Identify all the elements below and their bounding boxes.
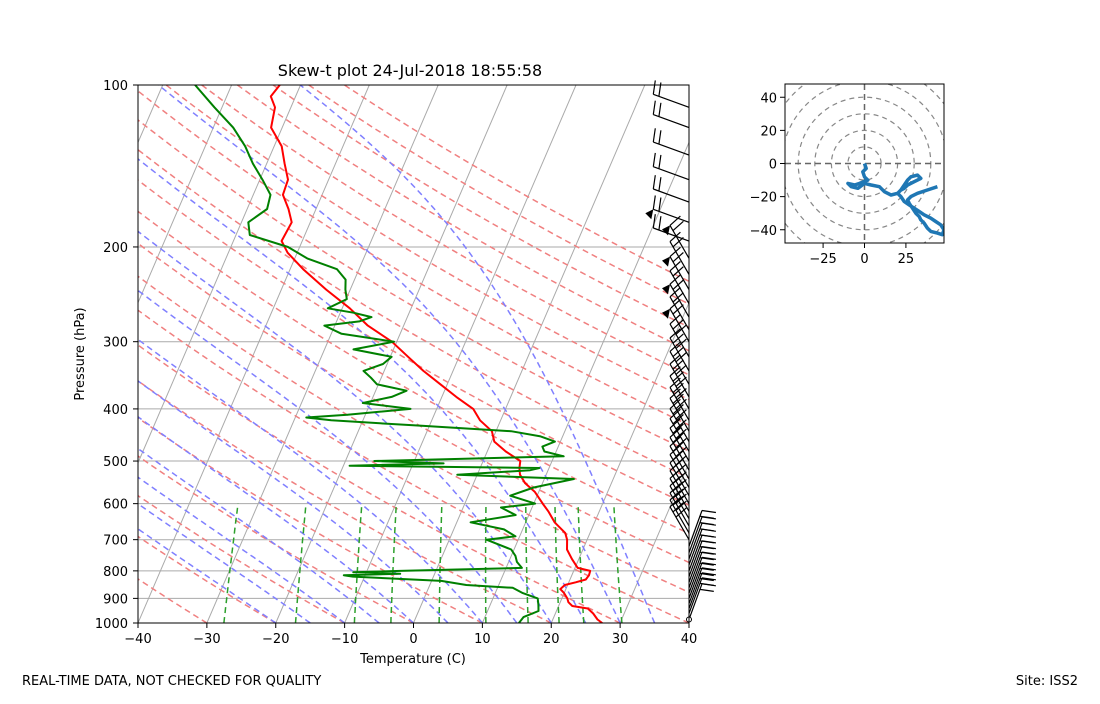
- hodograph-y-tick-label: −40: [750, 224, 777, 239]
- x-tick-label: −10: [331, 632, 358, 647]
- y-tick-label: 500: [103, 455, 128, 470]
- skew-plot-frame: [138, 85, 689, 623]
- hodograph-y-tick-label: −20: [750, 191, 777, 206]
- wind-barb-flag: [659, 103, 661, 117]
- y-tick-label: 300: [103, 336, 128, 351]
- dry-adiabat: [0, 85, 414, 623]
- y-tick-label: 900: [103, 592, 128, 607]
- y-tick-label: 600: [103, 498, 128, 513]
- y-tick-label: 400: [103, 403, 128, 418]
- isotherm: [207, 85, 438, 623]
- wind-barb-flag: [659, 177, 661, 191]
- wind-barb-flag: [673, 305, 683, 314]
- wind-barb-flag: [653, 153, 655, 167]
- dry-adiabat: [95, 85, 1100, 623]
- dry-adiabat-lines: [0, 85, 1100, 623]
- wind-barb-flag: [700, 589, 714, 591]
- wind-barb-flag: [653, 80, 655, 94]
- wind-barb-pennant: [662, 309, 670, 319]
- moist-adiabat: [0, 85, 310, 623]
- wind-barb-flag: [653, 101, 655, 115]
- mixing-ratio-line: [391, 504, 396, 623]
- wind-barb-flag: [659, 130, 661, 144]
- wind-barb-pennant: [662, 257, 670, 267]
- wind-barb: [653, 80, 689, 107]
- x-tick-label: −40: [124, 632, 151, 647]
- x-tick-label: 10: [474, 632, 491, 647]
- hodograph-y-tick-label: 20: [760, 124, 777, 139]
- wind-barb-flag: [673, 433, 683, 442]
- y-tick-label: 100: [103, 79, 128, 94]
- wind-barb-flag: [673, 253, 683, 262]
- dry-adiabat: [309, 85, 1100, 623]
- moist-adiabat: [51, 85, 586, 623]
- y-tick-label: 200: [103, 241, 128, 256]
- isotherm: [0, 85, 25, 623]
- moist-adiabat: [159, 85, 621, 623]
- x-tick-label: 40: [681, 632, 698, 647]
- wind-barb: [670, 262, 689, 304]
- x-axis-label: Temperature (C): [359, 652, 466, 667]
- hodograph-y-tick-label: 0: [769, 158, 777, 173]
- y-tick-label: 800: [103, 565, 128, 580]
- wind-barb-flag: [670, 247, 680, 256]
- dry-adiabat: [237, 85, 1100, 623]
- temperature-profile: [271, 85, 602, 623]
- dry-adiabat: [202, 85, 1100, 623]
- mixing-ratio-line: [614, 504, 622, 623]
- x-tick-label: 30: [612, 632, 629, 647]
- y-axis-ticks: 1000 900 800 700 600 500 400 300 200 100: [95, 79, 138, 632]
- site-label: Site: ISS2: [1016, 674, 1078, 689]
- wind-barb-flag: [702, 511, 716, 513]
- y-axis-label: Pressure (hPa): [73, 307, 88, 400]
- x-axis-ticks: −40 −30 −20 −10 0 10 20 30 40: [124, 623, 697, 647]
- x-tick-label: −20: [262, 632, 289, 647]
- hodograph-x-tick-label: −25: [809, 252, 836, 267]
- x-tick-label: 20: [543, 632, 560, 647]
- x-tick-label: 0: [409, 632, 417, 647]
- wind-barb-pennant: [645, 209, 653, 219]
- quality-notice: REAL-TIME DATA, NOT CHECKED FOR QUALITY: [22, 674, 321, 689]
- moist-adiabat: [300, 85, 654, 623]
- wind-barb: [653, 175, 689, 202]
- skew-plot-area: [0, 85, 1100, 623]
- pressure-grid-lines: [138, 85, 689, 623]
- hodograph-ticks: −25 0 25 −40 −20 0 20 40: [750, 91, 915, 267]
- dry-adiabat: [166, 85, 1100, 623]
- wind-barb: [653, 153, 689, 180]
- wind-barb-flag: [659, 155, 661, 169]
- hodograph-x-tick-label: 25: [898, 252, 915, 267]
- mixing-ratio-line: [224, 504, 238, 623]
- wind-barb: [653, 128, 689, 155]
- x-tick-label: −30: [193, 632, 220, 647]
- chart-title: Skew-t plot 24-Jul-2018 18:55:58: [278, 61, 542, 80]
- mixing-ratio-line: [354, 504, 361, 623]
- wind-barb-flag: [653, 196, 655, 210]
- moist-adiabat: [0, 85, 413, 623]
- y-tick-label: 700: [103, 534, 128, 549]
- y-tick-label: 1000: [95, 617, 128, 632]
- hodograph-y-tick-label: 40: [760, 91, 777, 106]
- hodograph-x-tick-label: 0: [860, 252, 868, 267]
- wind-barb-flag: [659, 216, 661, 230]
- wind-barb-flag: [653, 128, 655, 142]
- wind-barb-flag: [653, 175, 655, 189]
- mixing-ratio-line: [526, 504, 528, 623]
- wind-barb-flag: [670, 300, 680, 309]
- isotherm: [689, 85, 920, 623]
- isotherm: [551, 85, 782, 623]
- isotherm: [620, 85, 851, 623]
- wind-barb-flag: [673, 221, 683, 230]
